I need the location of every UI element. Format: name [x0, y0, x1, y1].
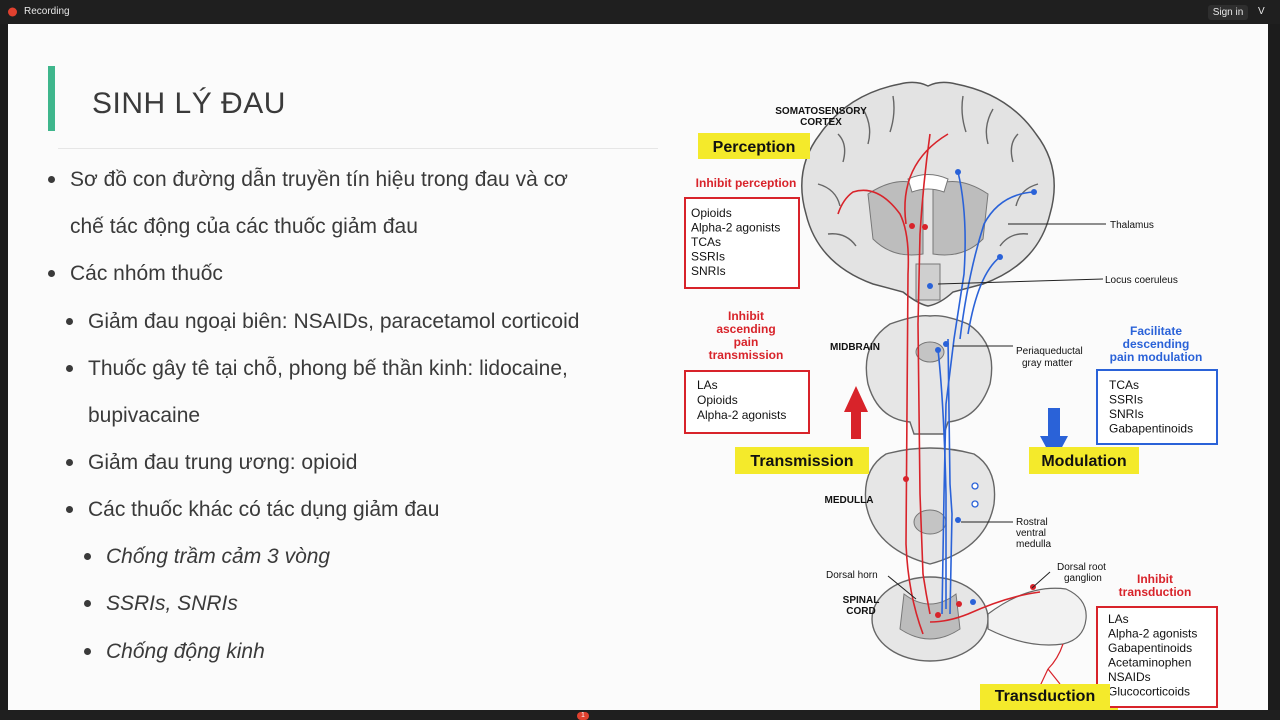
notification-badge[interactable]: 1	[577, 712, 589, 720]
up-arrow-icon	[844, 386, 868, 439]
bullet-dot	[48, 176, 55, 183]
pathway-node	[971, 500, 979, 508]
bullet-dot	[84, 600, 91, 607]
sub-sub-bullet-item: SSRIs, SNRIs	[106, 592, 238, 615]
pathway-node	[943, 341, 949, 347]
transduction-label: Transduction	[980, 684, 1110, 710]
pathway-node	[956, 601, 962, 607]
transmission-highlight	[735, 447, 869, 474]
bullet-dot	[66, 459, 73, 466]
recording-label: Recording	[24, 6, 70, 17]
rostral-ventral-medulla-label: Rostral ventral medulla	[1016, 517, 1051, 550]
modulation-drugs: TCAs SSRIs SNRIs Gabapentinoids	[1109, 378, 1193, 436]
perception-highlight	[698, 133, 810, 159]
inhibit-perception-box	[684, 197, 800, 289]
thalamus-label: Thalamus	[1110, 220, 1154, 231]
pathway-node	[909, 223, 915, 229]
bullet-dot	[66, 365, 73, 372]
medulla-label: MEDULLA	[825, 495, 874, 506]
sub-bullet-item: Giảm đau trung ương: opioid	[88, 451, 358, 474]
sub-sub-bullet-item: Chống trầm cảm 3 vòng	[106, 545, 331, 568]
pathway-node	[935, 347, 941, 353]
ascending-drugs: LAs Opioids Alpha-2 agonists	[697, 378, 786, 422]
transmission-label: Transmission	[750, 453, 853, 470]
pathway-node	[997, 254, 1003, 260]
inhibit-perception-drugs: Opioids Alpha-2 agonists TCAs SSRIs SNRIs	[691, 206, 780, 278]
modulation-label: Modulation	[1041, 453, 1126, 470]
recording-icon	[8, 7, 17, 17]
presentation-slide: SINH LÝ ĐAU Sơ đồ con đường dẫn truyền t…	[8, 24, 1268, 710]
inhibit-transduction-label: Inhibit transduction	[1119, 572, 1192, 599]
pain-pathway-diagram: SOMATOSENSORY CORTEX Perception Inhibit p…	[684, 81, 1218, 710]
pathway-node	[1031, 189, 1037, 195]
midbrain-label: MIDBRAIN	[830, 342, 880, 353]
ascending-drugs-box	[684, 370, 810, 434]
bullet-dot	[66, 506, 73, 513]
medulla-illustration	[864, 447, 996, 565]
bullet-dot	[48, 270, 55, 277]
pathway-node	[971, 482, 979, 490]
perception-label: Perception	[713, 139, 796, 156]
modulation-drugs-box	[1096, 369, 1218, 445]
title-accent-bar	[48, 66, 55, 131]
recording-toolbar: Recording Sign in V	[0, 0, 1280, 24]
spinal-cord-label: SPINAL CORD	[843, 595, 880, 617]
sign-in-button[interactable]: Sign in	[1208, 5, 1248, 20]
inhibit-ascending-label: Inhibit ascending pain transmission	[709, 309, 784, 362]
slide-title: SINH LÝ ĐAU	[92, 87, 286, 120]
title-divider	[58, 148, 658, 149]
bottom-toolbar	[0, 710, 1280, 720]
modulation-highlight	[1029, 447, 1139, 474]
sub-sub-bullet-item: Chống động kinh	[106, 640, 265, 663]
locus-coeruleus-label: Locus coeruleus	[1105, 275, 1178, 286]
descending-pathway	[937, 171, 1035, 615]
somatosensory-cortex-label: SOMATOSENSORY CORTEX	[775, 106, 867, 128]
pathway-node	[955, 517, 961, 523]
leader-lines	[887, 223, 1106, 600]
facilitate-descending-label: Facilitate descending pain modulation	[1110, 324, 1203, 364]
sub-bullet-item: Giảm đau ngoại biên: NSAIDs, paracetamol…	[88, 310, 580, 333]
pathway-node	[927, 283, 933, 289]
midbrain-illustration	[865, 314, 993, 435]
bullet-item-continuation: chế tác động của các thuốc giảm đau	[70, 215, 418, 238]
brain-illustration	[801, 81, 1055, 307]
pathway-node	[903, 476, 909, 482]
bullet-dot	[84, 648, 91, 655]
periaqueductal-label: Periaqueductal gray matter	[1016, 346, 1083, 369]
pathway-node	[922, 224, 928, 230]
view-menu-button[interactable]: V	[1258, 6, 1265, 17]
bullet-item: Các nhóm thuốc	[70, 262, 223, 285]
spinal-cord-illustration	[871, 576, 1087, 699]
bullet-dot	[66, 318, 73, 325]
sub-bullet-item: Các thuốc khác có tác dụng giảm đau	[88, 498, 440, 521]
bullet-item: Sơ đồ con đường dẫn truyền tín hiệu tron…	[70, 168, 568, 191]
dorsal-root-ganglion-label: Dorsal root ganglion	[1057, 562, 1106, 584]
sub-bullet-item: Thuốc gây tê tại chỗ, phong bế thần kinh…	[88, 357, 568, 380]
pathway-node	[935, 612, 941, 618]
dorsal-horn-label: Dorsal horn	[826, 570, 878, 581]
ascending-pathway	[837, 133, 1041, 635]
inhibit-perception-label: Inhibit perception	[696, 176, 797, 190]
bullet-dot	[84, 553, 91, 560]
pathway-node	[955, 169, 961, 175]
sub-bullet-item-continuation: bupivacaine	[88, 404, 201, 427]
transduction-drugs-box	[1096, 606, 1218, 708]
pathway-node	[970, 599, 976, 605]
transduction-drugs: LAs Alpha-2 agonists Gabapentinoids Acetami…	[1108, 612, 1197, 699]
